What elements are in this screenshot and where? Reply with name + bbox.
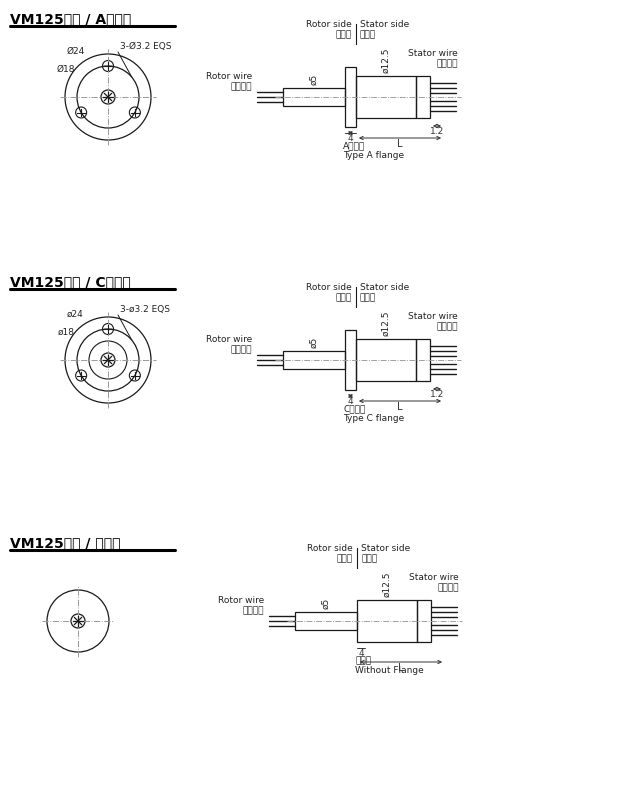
Text: Ø24: Ø24 bbox=[67, 47, 85, 56]
Text: Stator side: Stator side bbox=[360, 283, 409, 292]
Text: ø18: ø18 bbox=[58, 328, 75, 337]
Text: 定子边: 定子边 bbox=[360, 30, 376, 39]
Text: L: L bbox=[397, 402, 403, 412]
Text: 定子出线: 定子出线 bbox=[437, 583, 459, 592]
Text: Without Flange: Without Flange bbox=[355, 666, 424, 675]
Text: 定子出线: 定子出线 bbox=[437, 59, 458, 68]
Text: ø24: ø24 bbox=[67, 310, 83, 319]
Text: Stator wire: Stator wire bbox=[409, 573, 459, 582]
Text: A型法兰: A型法兰 bbox=[343, 141, 365, 150]
Text: Rotor wire: Rotor wire bbox=[218, 596, 264, 605]
Text: C型法兰: C型法兰 bbox=[343, 404, 365, 413]
Text: 1.2: 1.2 bbox=[430, 127, 444, 136]
Text: Rotor side: Rotor side bbox=[306, 283, 352, 292]
Bar bbox=[356, 339, 416, 381]
Text: Type C flange: Type C flange bbox=[343, 414, 404, 423]
Text: 4: 4 bbox=[348, 134, 353, 143]
Bar bbox=[416, 76, 430, 118]
Text: 定子边: 定子边 bbox=[360, 293, 376, 302]
Text: 1.2: 1.2 bbox=[430, 390, 444, 399]
Text: 4: 4 bbox=[358, 649, 364, 658]
Text: 无法兰: 无法兰 bbox=[355, 656, 371, 665]
Text: 定子边: 定子边 bbox=[361, 554, 377, 563]
Text: 转子边: 转子边 bbox=[336, 293, 352, 302]
Text: VM125系列 / C型法兰: VM125系列 / C型法兰 bbox=[10, 275, 131, 289]
Text: L: L bbox=[397, 139, 403, 149]
Text: 转子边: 转子边 bbox=[336, 30, 352, 39]
Text: Rotor wire: Rotor wire bbox=[205, 335, 252, 344]
Text: Stator wire: Stator wire bbox=[408, 49, 458, 58]
Bar bbox=[345, 330, 356, 390]
Bar bbox=[283, 351, 345, 369]
Text: 转子边: 转子边 bbox=[337, 554, 353, 563]
Text: 3-Ø3.2 EQS: 3-Ø3.2 EQS bbox=[120, 42, 171, 51]
Text: 转子出线: 转子出线 bbox=[230, 82, 252, 91]
Text: Stator side: Stator side bbox=[361, 544, 410, 553]
Text: 转子出线: 转子出线 bbox=[230, 345, 252, 354]
Bar bbox=[295, 612, 357, 630]
Text: Stator wire: Stator wire bbox=[408, 312, 458, 321]
Bar bbox=[417, 600, 431, 642]
Bar bbox=[345, 67, 356, 127]
Bar bbox=[357, 600, 417, 642]
Text: Stator side: Stator side bbox=[360, 20, 409, 29]
Bar bbox=[416, 339, 430, 381]
Text: ø12.5: ø12.5 bbox=[383, 571, 392, 597]
Text: VM125系列 / 无法兰: VM125系列 / 无法兰 bbox=[10, 536, 121, 550]
Bar bbox=[356, 76, 416, 118]
Text: 定子出线: 定子出线 bbox=[437, 322, 458, 331]
Text: ø5: ø5 bbox=[322, 598, 331, 609]
Text: VM125系列 / A型法兰: VM125系列 / A型法兰 bbox=[10, 12, 131, 26]
Text: ø5: ø5 bbox=[309, 336, 318, 348]
Text: Rotor side: Rotor side bbox=[306, 20, 352, 29]
Text: ø12.5: ø12.5 bbox=[381, 47, 390, 73]
Text: L: L bbox=[398, 663, 404, 673]
Text: 转子出线: 转子出线 bbox=[243, 606, 264, 615]
Text: Ø18: Ø18 bbox=[56, 65, 75, 74]
Text: ø12.5: ø12.5 bbox=[381, 311, 390, 336]
Text: Rotor side: Rotor side bbox=[308, 544, 353, 553]
Bar bbox=[283, 88, 345, 106]
Text: Type A flange: Type A flange bbox=[343, 151, 404, 160]
Text: Rotor wire: Rotor wire bbox=[205, 72, 252, 81]
Text: 3-ø3.2 EQS: 3-ø3.2 EQS bbox=[120, 305, 170, 314]
Text: 4: 4 bbox=[348, 397, 353, 406]
Text: ø5: ø5 bbox=[309, 74, 318, 85]
